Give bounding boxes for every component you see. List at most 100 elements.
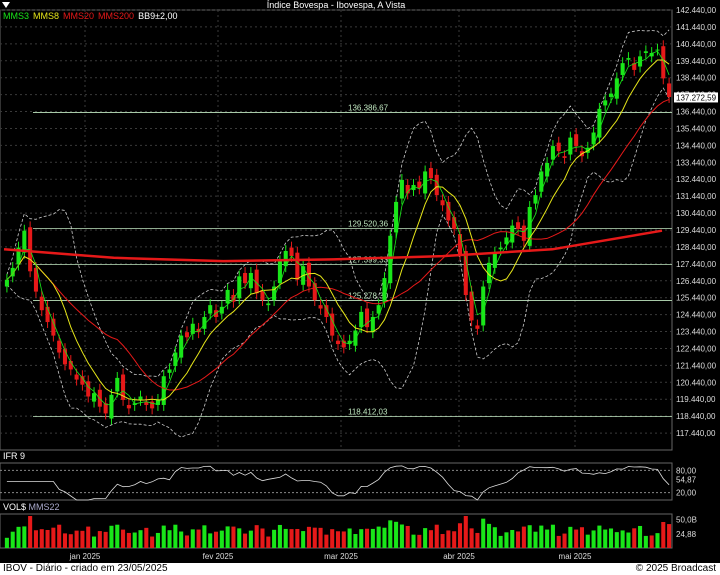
candle-body	[341, 340, 346, 348]
candle-body	[144, 401, 149, 405]
volume-bar	[335, 531, 341, 548]
candle-body	[411, 184, 416, 191]
volume-bar	[399, 524, 404, 548]
volume-bar	[620, 530, 625, 548]
volume-bar	[347, 528, 352, 548]
y-tick-label: 139.440,00	[676, 57, 717, 66]
volume-bar	[132, 532, 137, 548]
y-tick-label: 133.440,00	[676, 158, 717, 167]
candle-body	[394, 201, 399, 233]
candle-body	[202, 316, 207, 329]
volume-bar	[504, 532, 509, 548]
volume-bar	[196, 529, 201, 548]
candle-body	[614, 78, 619, 99]
volume-bar	[434, 524, 439, 548]
volume-bar	[417, 534, 422, 548]
candle-body	[115, 377, 120, 392]
candle-body	[80, 376, 85, 385]
candle-body	[620, 63, 625, 75]
y-tick-label: 121.440,00	[676, 361, 717, 370]
volume-bar	[463, 516, 468, 548]
candle-body	[649, 52, 654, 57]
candle-body	[469, 291, 474, 321]
candle-body	[330, 313, 335, 336]
volume-bar	[591, 530, 596, 548]
volume-bar	[283, 528, 288, 548]
y-tick-label: 140.440,00	[676, 40, 717, 49]
volume-bar	[428, 530, 433, 548]
candle-body	[16, 247, 21, 265]
y-tick-label: 129.440,00	[676, 226, 717, 235]
y-tick-label: 142.440,00	[676, 6, 717, 15]
bollinger-upper	[6, 29, 670, 378]
legend-bb[interactable]: BB9±2,00	[138, 11, 178, 21]
candle-body	[655, 49, 660, 51]
legend-mms3[interactable]: MMS3	[3, 11, 30, 21]
candle-body	[370, 316, 375, 333]
volume-bar	[556, 535, 561, 548]
legend-mms20[interactable]: MMS20	[63, 11, 95, 21]
volume-bar	[667, 524, 672, 548]
candle-body	[527, 206, 532, 246]
volume-bar	[62, 533, 68, 548]
footer-right: © 2025 Broadcast	[635, 563, 716, 574]
y-tick-label: 126.440,00	[676, 277, 717, 286]
chevron-down-icon[interactable]	[2, 1, 10, 9]
candle-body	[591, 132, 596, 145]
ma200-line	[3, 229, 663, 263]
volume-bar	[533, 531, 538, 548]
candle-body	[417, 181, 422, 189]
volume-bar	[51, 527, 56, 548]
candle-body	[643, 51, 648, 53]
candle-body	[283, 250, 288, 267]
candle-body	[359, 311, 364, 328]
volume-bar	[562, 533, 567, 548]
candle-body	[225, 289, 230, 304]
candle-body	[28, 227, 33, 272]
candle-body	[597, 108, 602, 138]
volume-bar	[324, 534, 329, 548]
candle-body	[335, 340, 341, 345]
rsi-label: IFR 9	[3, 451, 26, 461]
price-chart[interactable]: 142.440,00 141.440,00 140.440,00 139.440,00…	[0, 0, 720, 563]
candle-body	[481, 286, 486, 326]
volume-bar	[353, 534, 358, 548]
volume-bar	[306, 526, 311, 548]
candle-body	[295, 252, 300, 280]
volume-bar	[545, 529, 550, 548]
volume-tick-label: 24,88	[676, 530, 697, 539]
y-tick-label: 136.440,00	[676, 108, 717, 117]
volume-bar	[248, 530, 253, 548]
volume-bar	[33, 530, 38, 548]
volume-bar	[208, 533, 213, 548]
candle-body	[440, 200, 445, 206]
ma20-line	[6, 98, 670, 391]
candle-body	[231, 294, 236, 302]
candle-body	[550, 146, 555, 160]
x-tick-label: mar 2025	[324, 552, 358, 561]
volume-bar	[411, 534, 416, 548]
candle-body	[190, 323, 195, 334]
candle-body	[382, 278, 387, 302]
volume-bar	[405, 525, 410, 548]
candle-body	[68, 360, 73, 370]
legend-mms200[interactable]: MMS200	[98, 11, 135, 21]
rsi-panel-frame	[0, 462, 673, 501]
candle-body	[318, 305, 323, 309]
candle-body	[208, 305, 213, 314]
x-tick-label: jan 2025	[69, 552, 101, 561]
volume-bar	[190, 529, 195, 548]
ma8-line	[6, 59, 670, 401]
last-price-tag	[674, 92, 718, 103]
volume-bar	[57, 524, 62, 548]
candle-body	[184, 332, 190, 338]
legend-mms8[interactable]: MMS8	[33, 11, 60, 21]
candle-body	[492, 252, 497, 268]
volume-bar	[28, 516, 33, 548]
y-tick-label: 131.440,00	[676, 192, 717, 201]
candle-body	[475, 325, 480, 329]
candle-body	[57, 340, 62, 353]
volume-bar	[92, 536, 97, 548]
candle-body	[516, 222, 521, 229]
candle-body	[353, 330, 358, 346]
